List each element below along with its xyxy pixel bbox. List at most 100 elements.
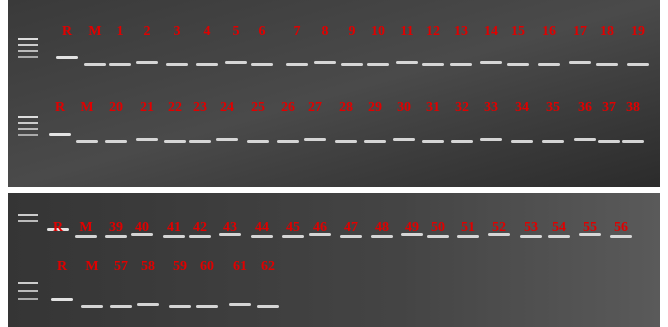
lane-label: 2 [144, 24, 151, 39]
band [225, 61, 247, 64]
lane-label: 58 [141, 259, 155, 274]
band [457, 235, 479, 238]
lane-label: 52 [492, 220, 506, 235]
band [247, 140, 269, 143]
lane-label: R [55, 100, 66, 115]
band [164, 140, 186, 143]
band [450, 63, 472, 66]
lane-label: 61 [233, 259, 247, 274]
band [520, 235, 542, 238]
lane-label: 1 [117, 24, 124, 39]
lane-label: 11 [400, 24, 413, 39]
lane-label: 3 [174, 24, 181, 39]
band [49, 133, 71, 136]
band [340, 235, 362, 238]
band [75, 235, 97, 238]
band [627, 63, 649, 66]
lane-label: 24 [220, 100, 234, 115]
band [335, 140, 357, 143]
band [251, 235, 273, 238]
lane-label: 35 [546, 100, 560, 115]
lane-label: 25 [251, 100, 265, 115]
band [364, 140, 386, 143]
band [163, 235, 185, 238]
lane-label: 5 [233, 24, 240, 39]
lane-label: 50 [431, 220, 445, 235]
lane-label: 9 [349, 24, 356, 39]
band [422, 140, 444, 143]
lane-label: 53 [524, 220, 538, 235]
lane-label: 48 [375, 220, 389, 235]
band [76, 140, 98, 143]
lane-label: 21 [140, 100, 154, 115]
lane-label: 19 [631, 24, 645, 39]
band [371, 235, 393, 238]
lane-label: 15 [511, 24, 525, 39]
band [367, 63, 389, 66]
lane-label: 60 [200, 259, 214, 274]
band [507, 63, 529, 66]
lane-label: 31 [426, 100, 440, 115]
lane-label: 34 [515, 100, 529, 115]
band [569, 61, 591, 64]
band [286, 63, 308, 66]
band [610, 235, 632, 238]
band [136, 138, 158, 141]
band [56, 56, 78, 59]
lane-label: 33 [484, 100, 498, 115]
lane-label: 43 [223, 220, 237, 235]
lane-label: M [85, 259, 98, 274]
band [538, 63, 560, 66]
band [109, 63, 131, 66]
band [84, 63, 106, 66]
lane-label: 36 [578, 100, 592, 115]
lane-label: 20 [109, 100, 123, 115]
band [542, 140, 564, 143]
lane-label: 32 [455, 100, 469, 115]
lane-label: R [53, 220, 64, 235]
band [574, 138, 596, 141]
band [304, 138, 326, 141]
band [480, 61, 502, 64]
lane-label: R [62, 24, 73, 39]
band [169, 305, 191, 308]
lane-label: 42 [193, 220, 207, 235]
band [189, 235, 211, 238]
lane-label: 55 [583, 220, 597, 235]
band [251, 63, 273, 66]
lane-label: 10 [371, 24, 385, 39]
band [216, 138, 238, 141]
lane-label: R [57, 259, 68, 274]
lane-label: 22 [168, 100, 182, 115]
gel-figure: RM12345678910111213141516171819RM2021222… [0, 0, 668, 327]
lane-label: 49 [405, 220, 419, 235]
lane-label: 6 [259, 24, 266, 39]
lane-label: 47 [344, 220, 358, 235]
lane-label: M [79, 220, 92, 235]
lane-label: 29 [368, 100, 382, 115]
band [393, 138, 415, 141]
lane-label: 38 [626, 100, 640, 115]
lane-label: 39 [109, 220, 123, 235]
band [422, 63, 444, 66]
band [277, 140, 299, 143]
gel-panel [8, 193, 660, 327]
lane-label: 41 [167, 220, 181, 235]
lane-label: 8 [322, 24, 329, 39]
lane-label: 59 [173, 259, 187, 274]
band [196, 63, 218, 66]
band [137, 303, 159, 306]
band [396, 61, 418, 64]
band [427, 235, 449, 238]
band [596, 63, 618, 66]
band [257, 305, 279, 308]
band [622, 140, 644, 143]
band [229, 303, 251, 306]
lane-label: 27 [308, 100, 322, 115]
lane-label: 57 [114, 259, 128, 274]
lane-label: M [80, 100, 93, 115]
lane-label: 14 [484, 24, 498, 39]
band [511, 140, 533, 143]
lane-label: 17 [573, 24, 587, 39]
band [196, 305, 218, 308]
